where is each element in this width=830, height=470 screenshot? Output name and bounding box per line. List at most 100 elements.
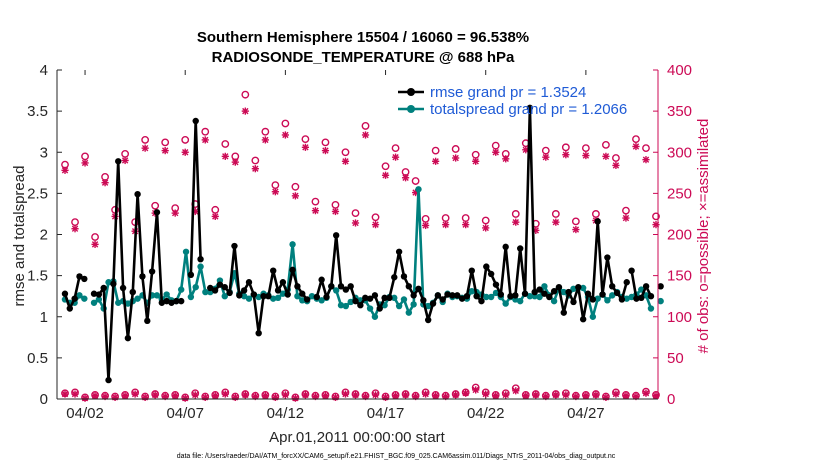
obs-assimilated-marker xyxy=(522,146,530,154)
obs-possible-marker xyxy=(561,143,570,152)
obs-possible-marker xyxy=(201,127,210,136)
obs-assimilated-marker xyxy=(482,224,490,232)
series-point-totalspread xyxy=(381,302,388,309)
series-point-rmse xyxy=(115,158,122,165)
series-point-rmse xyxy=(303,296,311,303)
y2-tick-label: 400 xyxy=(667,62,692,79)
obs-assimilated-marker xyxy=(331,207,340,216)
y-axis-label: rmse and totalspread xyxy=(11,166,28,307)
series-point-totalspread xyxy=(589,313,597,320)
legend: rmse grand pr = 1.3524 totalspread grand… xyxy=(398,84,627,118)
obs-assimilated-marker-low xyxy=(141,393,149,401)
series-point-rmse xyxy=(192,117,199,125)
obs-assimilated-marker-low xyxy=(321,392,330,400)
series-point-totalspread xyxy=(492,289,500,297)
series-point-rmse xyxy=(405,283,413,290)
series-point-rmse xyxy=(628,267,635,274)
series-point-totalspread xyxy=(366,305,374,312)
obs-assimilated-marker-low xyxy=(91,392,99,400)
obs-assimilated-marker-low xyxy=(171,392,179,400)
obs-possible-marker xyxy=(581,144,590,153)
obs-assimilated-marker-low xyxy=(61,390,69,398)
series-point-totalspread xyxy=(95,296,103,303)
obs-assimilated-marker-low xyxy=(401,391,410,399)
obs-assimilated-marker xyxy=(71,225,79,233)
series-point-totalspread xyxy=(187,293,195,301)
series-point-rmse xyxy=(589,296,597,303)
series-point-totalspread xyxy=(424,302,432,310)
series-point-rmse xyxy=(313,293,320,301)
series-point-rmse xyxy=(153,209,161,216)
obs-possible-marker xyxy=(411,177,420,185)
series-point-rmse xyxy=(124,334,132,342)
series-point-rmse xyxy=(129,288,136,296)
obs-possible-marker xyxy=(642,144,650,153)
series-point-rmse xyxy=(449,292,456,299)
obs-assimilated-marker-low xyxy=(482,390,490,398)
series-point-rmse xyxy=(231,242,238,250)
obs-assimilated-marker xyxy=(341,157,350,165)
series-point-totalspread xyxy=(487,293,495,301)
y2-tick-label: 100 xyxy=(667,309,692,326)
obs-possible-marker xyxy=(91,233,99,241)
series-point-rmse xyxy=(454,292,461,299)
obs-assimilated-marker xyxy=(532,226,540,234)
series-point-rmse xyxy=(647,292,655,300)
series-point-totalspread xyxy=(395,302,403,310)
series-point-rmse xyxy=(579,316,587,323)
obs-possible-marker xyxy=(181,136,190,144)
obs-possible-marker xyxy=(281,119,290,128)
obs-possible-marker xyxy=(261,127,270,136)
series-point-totalspread xyxy=(337,302,345,309)
obs-assimilated-marker-low xyxy=(71,390,79,398)
obs-assimilated-marker-low xyxy=(101,392,109,401)
data-file-footnote: data file: /Users/raeder/DAI/ATM_forcXX/… xyxy=(177,453,616,460)
series-point-rmse xyxy=(400,273,408,280)
y-tick-label: 2 xyxy=(40,227,48,244)
obs-assimilated-marker xyxy=(391,153,400,161)
series-point-totalspread xyxy=(604,297,611,304)
obs-assimilated-marker-low xyxy=(281,391,289,399)
series-point-rmse xyxy=(357,302,364,309)
obs-assimilated-marker-low xyxy=(502,391,510,399)
series-point-totalspread xyxy=(240,292,248,300)
obs-assimilated-marker xyxy=(241,107,249,115)
series-point-totalspread xyxy=(90,299,98,306)
series-point-totalspread xyxy=(289,241,296,248)
obs-assimilated-marker-low xyxy=(652,392,660,400)
y-tick-label: 1 xyxy=(40,309,48,326)
series-point-totalspread xyxy=(415,186,422,193)
series-point-totalspread xyxy=(342,302,350,310)
series-point-rmse xyxy=(599,291,606,298)
obs-possible-marker xyxy=(381,162,390,171)
series-point-rmse xyxy=(347,283,354,290)
series-point-rmse xyxy=(236,292,243,299)
obs-possible-marker xyxy=(151,201,160,210)
series-point-rmse xyxy=(458,295,466,302)
y2-tick-label: 350 xyxy=(667,103,692,120)
obs-possible-marker xyxy=(371,213,380,222)
series-point-totalspread xyxy=(115,299,122,306)
obs-assimilated-marker xyxy=(211,212,219,221)
series-point-rmse xyxy=(270,267,277,274)
series-point-rmse xyxy=(61,290,69,297)
series-point-rmse xyxy=(502,243,509,251)
obs-assimilated-marker xyxy=(221,152,229,160)
y2-tick-label: 50 xyxy=(667,350,684,367)
series-point-rmse xyxy=(512,292,519,299)
obs-assimilated-marker-low xyxy=(241,391,249,399)
series-point-rmse xyxy=(657,283,664,290)
series-point-rmse xyxy=(424,316,432,324)
obs-assimilated-marker xyxy=(291,192,299,200)
obs-assimilated-marker-low xyxy=(582,392,590,400)
obs-assimilated-marker xyxy=(231,158,239,166)
series-point-totalspread xyxy=(299,297,306,304)
obs-assimilated-marker-low xyxy=(492,392,500,400)
series-point-totalspread xyxy=(202,288,209,296)
obs-possible-marker xyxy=(161,138,170,147)
obs-assimilated-marker-low xyxy=(472,386,480,394)
obs-assimilated-marker xyxy=(171,209,179,217)
obs-assimilated-marker-low xyxy=(181,394,189,402)
y-tick-label: 0 xyxy=(40,391,48,408)
series-point-rmse xyxy=(517,245,524,252)
